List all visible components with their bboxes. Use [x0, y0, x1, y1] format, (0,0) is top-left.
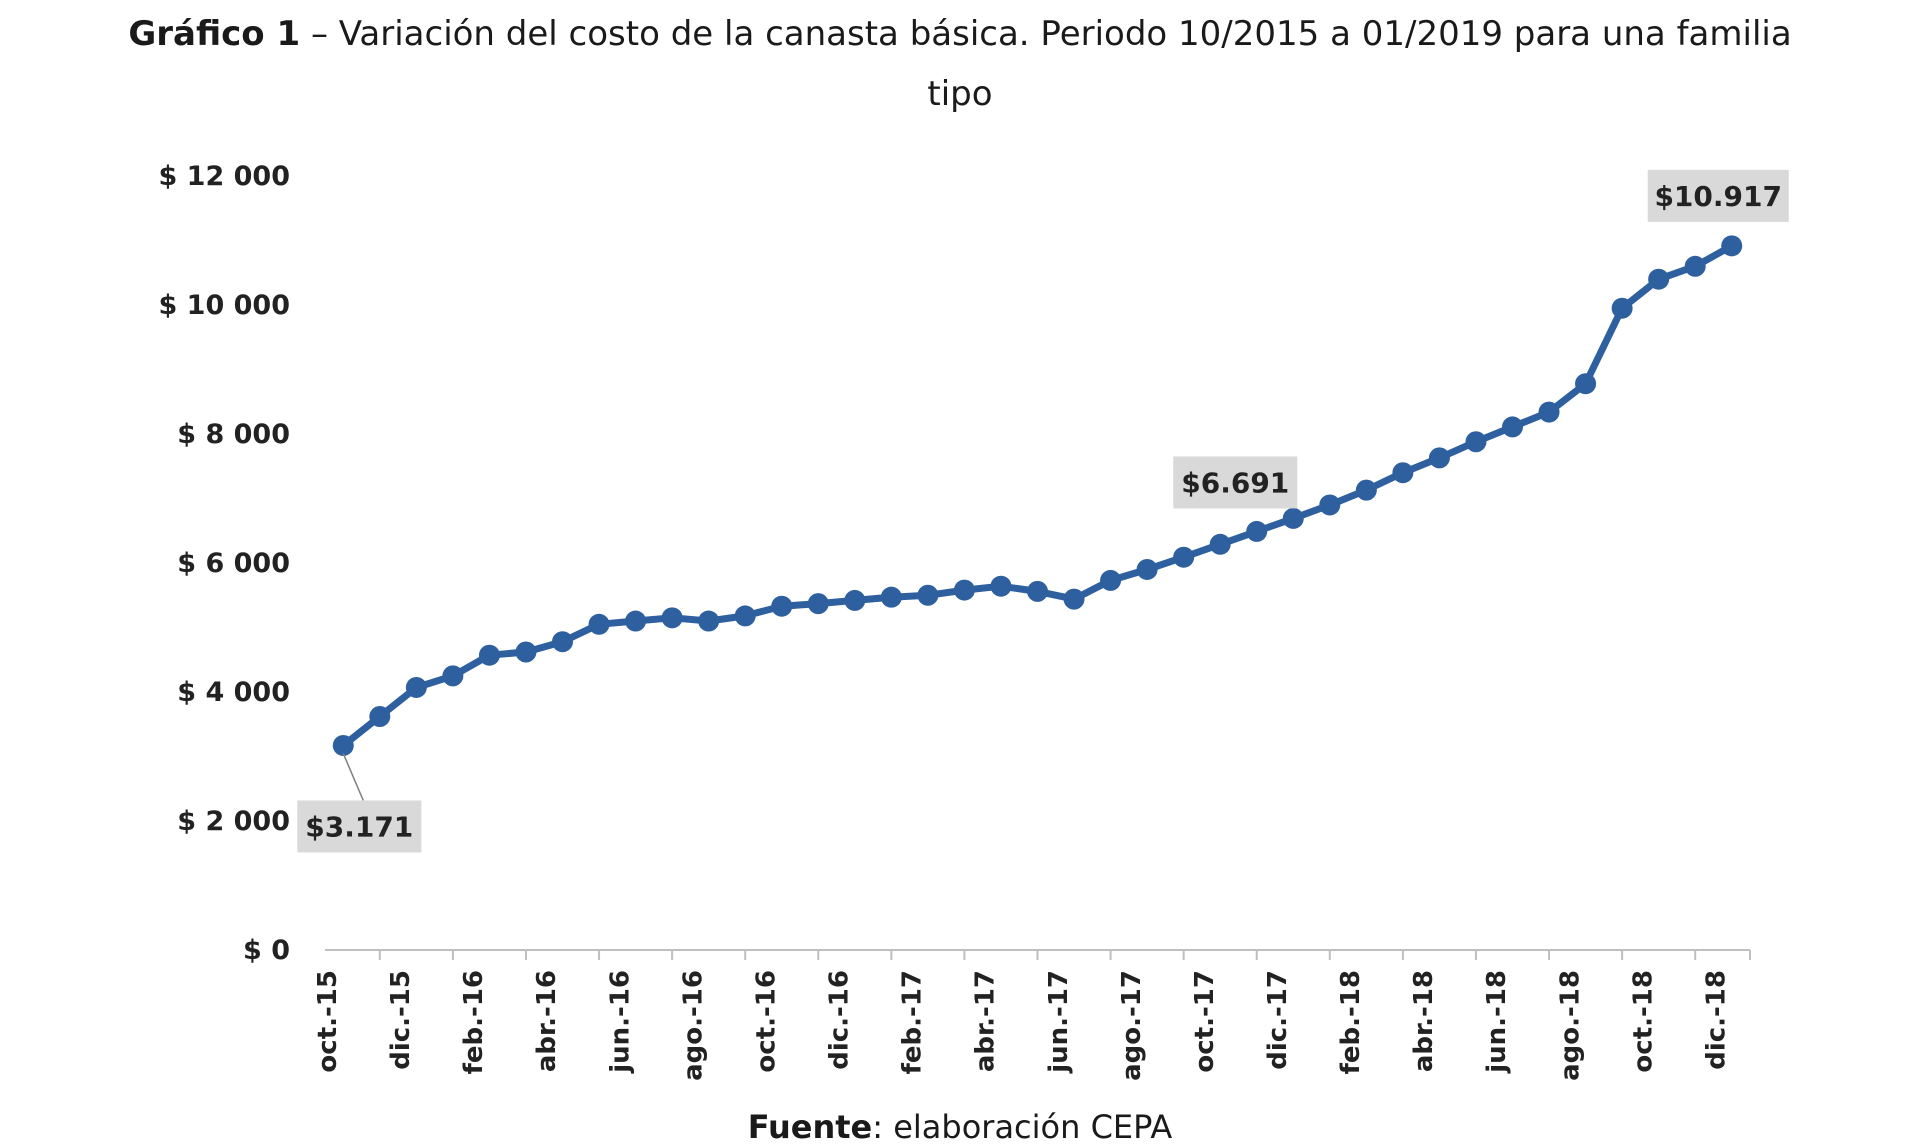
data-point [1465, 431, 1487, 453]
source-text: : elaboración CEPA [872, 1108, 1173, 1146]
x-tick-label: dic.-17 [1263, 970, 1293, 1070]
data-point [990, 575, 1012, 597]
data-point [625, 610, 647, 632]
data-label: $10.917 [1654, 180, 1782, 213]
x-tick-label: abr.-17 [971, 970, 1001, 1072]
data-point [1136, 558, 1158, 580]
x-tick-label: oct.-15 [313, 970, 343, 1073]
x-tick-label: feb.-17 [898, 970, 928, 1074]
title-prefix: Gráfico 1 [128, 14, 301, 54]
data-point [1721, 235, 1743, 257]
data-point [1392, 462, 1414, 484]
data-label: $3.171 [305, 810, 413, 843]
y-tick-label: $ 6 000 [177, 548, 290, 579]
x-axis: oct.-15 dic.-15 feb.-16 abr.-16 jun.-16 ago.-… [313, 949, 1751, 1081]
data-point [1173, 546, 1195, 568]
source-note: Fuente: elaboración CEPA [0, 1108, 1920, 1146]
x-tick-label: ago.-16 [678, 970, 708, 1081]
series-line [341, 242, 1734, 749]
data-point [552, 631, 573, 653]
y-tick-label: $ 2 000 [177, 806, 290, 837]
data-point [369, 706, 391, 728]
data-point [1027, 580, 1048, 602]
x-tick-label: oct.-18 [1628, 970, 1658, 1073]
x-tick-label: ago.-17 [1117, 970, 1147, 1081]
x-tick-label: abr.-18 [1409, 970, 1439, 1072]
y-axis: $ 0 $ 2 000 $ 4 000 $ 6 000 $ 8 000 $ 10 000 $… [158, 161, 290, 966]
data-point [1100, 569, 1122, 591]
data-point [1246, 520, 1268, 542]
data-point [698, 610, 720, 632]
source-label: Fuente [747, 1108, 873, 1146]
title-line-2: tipo [927, 74, 993, 114]
data-label-box [297, 800, 422, 853]
data-point [807, 593, 829, 615]
data-point [1319, 494, 1341, 516]
chart-title: Gráfico 1 – Variación del costo de la ca… [0, 4, 1920, 124]
x-tick-label: feb.-16 [459, 970, 489, 1074]
series-group [332, 235, 1743, 756]
data-point [1355, 479, 1377, 501]
x-tick-label: dic.-18 [1701, 970, 1731, 1070]
data-point [1538, 401, 1560, 423]
data-point [1209, 533, 1231, 555]
x-tick-label: oct.-16 [751, 970, 781, 1073]
x-tick-label: jun.-17 [1044, 970, 1074, 1074]
data-point [515, 641, 537, 663]
x-tick-label: ago.-18 [1555, 970, 1585, 1081]
x-tick-label: jun.-16 [605, 970, 635, 1074]
y-tick-label: $ 8 000 [177, 419, 290, 450]
data-point [1648, 268, 1670, 290]
data-point [1575, 373, 1597, 395]
data-point [734, 605, 756, 627]
data-point [1502, 416, 1523, 438]
data-label-box [1647, 169, 1789, 222]
data-point [1428, 447, 1450, 469]
data-point [332, 734, 354, 756]
data-point [844, 589, 866, 611]
data-point [917, 584, 939, 606]
data-point [1282, 507, 1304, 529]
title-separator: – [300, 14, 339, 54]
title-text: Variación del costo de la canasta básica… [338, 14, 1792, 54]
x-tick-label: dic.-15 [386, 970, 416, 1070]
data-point [771, 595, 793, 617]
data-point [1063, 588, 1085, 610]
data-point [405, 676, 427, 698]
data-label-box [1173, 456, 1298, 509]
x-tick-label: abr.-16 [532, 970, 562, 1072]
data-point [953, 579, 975, 601]
y-tick-label: $ 4 000 [177, 677, 290, 708]
x-tick-label: oct.-17 [1190, 970, 1220, 1073]
y-tick-label: $ 0 [243, 935, 290, 966]
data-point [661, 607, 683, 629]
x-tick-label: dic.-16 [825, 970, 855, 1070]
data-label: $6.691 [1181, 466, 1289, 499]
y-tick-label: $ 10 000 [158, 290, 290, 321]
data-point [588, 613, 610, 635]
title-line-1: Gráfico 1 – Variación del costo de la ca… [0, 4, 1920, 64]
data-point [442, 665, 464, 687]
data-point [1611, 297, 1633, 319]
data-point [1684, 255, 1706, 277]
x-tick-label: feb.-18 [1336, 970, 1366, 1074]
label-leader-line [342, 753, 364, 801]
data-labels: $3.171 $6.691 $10.917 [297, 169, 1789, 853]
data-point [478, 644, 500, 666]
y-tick-label: $ 12 000 [158, 161, 290, 192]
data-point [880, 586, 902, 608]
x-tick-label: jun.-18 [1482, 970, 1512, 1074]
